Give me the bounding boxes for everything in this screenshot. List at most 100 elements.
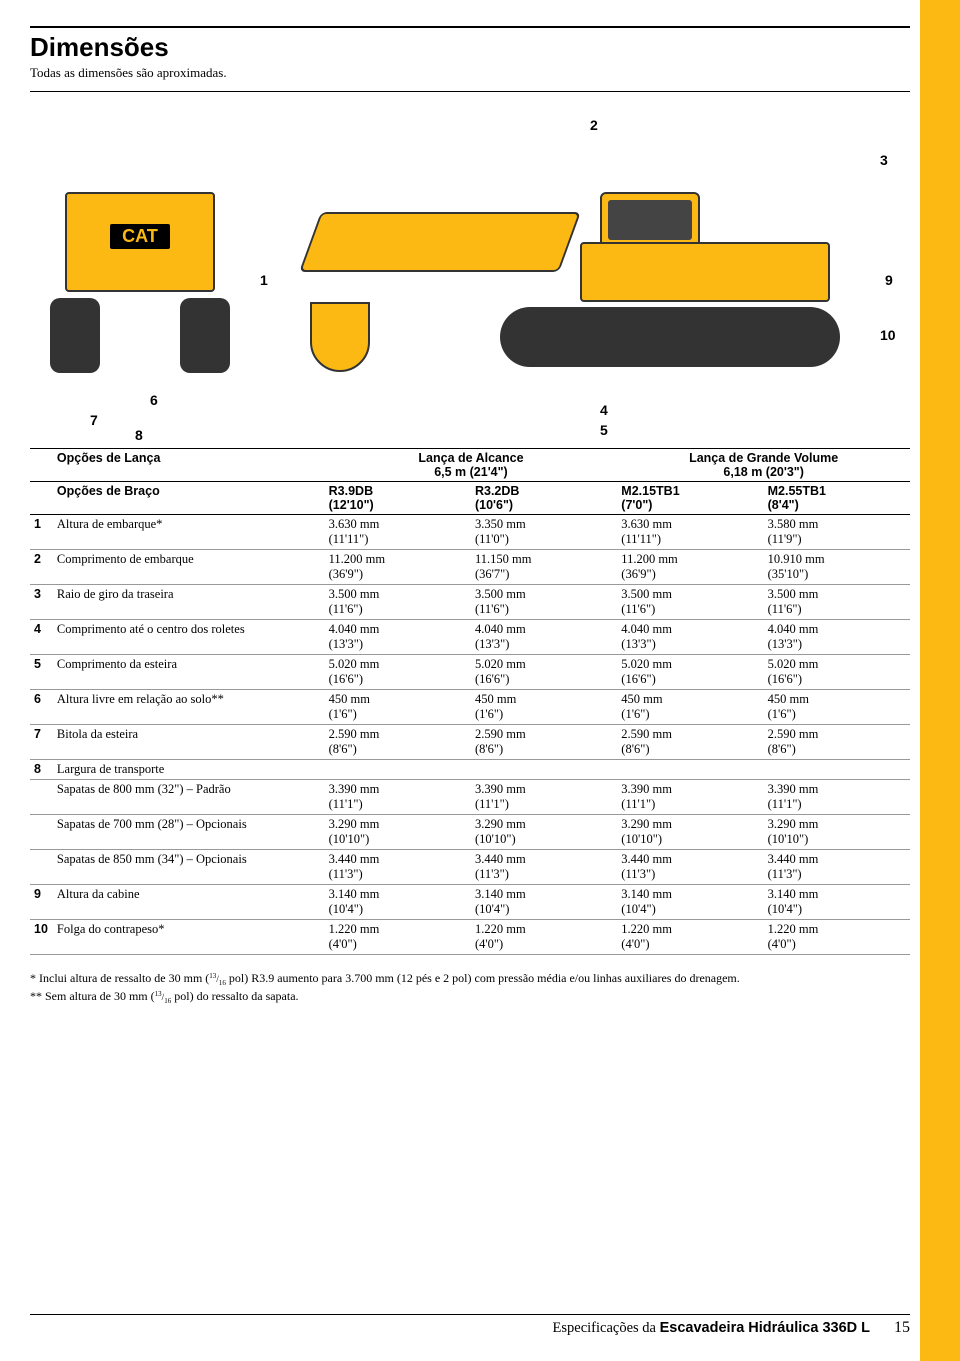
row-value: 5.020 mm(16'6") xyxy=(617,655,763,690)
row-value: 4.040 mm(13'3") xyxy=(471,620,617,655)
stick-col: M2.15TB1(7'0") xyxy=(617,482,763,515)
footnotes: * Inclui altura de ressalto de 30 mm (13… xyxy=(30,969,910,1005)
row-label: Bitola da esteira xyxy=(53,725,325,760)
row-value: 3.500 mm(11'6") xyxy=(617,585,763,620)
table-row: 4Comprimento até o centro dos roletes4.0… xyxy=(30,620,910,655)
row-value: 450 mm(1'6") xyxy=(471,690,617,725)
page-number: 15 xyxy=(894,1319,910,1337)
row-number: 1 xyxy=(30,515,53,550)
dim-label-7: 7 xyxy=(90,412,98,428)
row-number xyxy=(30,780,53,815)
row-value: 2.590 mm(8'6") xyxy=(764,725,910,760)
row-number: 9 xyxy=(30,885,53,920)
row-value: 3.440 mm(11'3") xyxy=(325,850,471,885)
row-number: 7 xyxy=(30,725,53,760)
table-row: 7Bitola da esteira2.590 mm(8'6")2.590 mm… xyxy=(30,725,910,760)
dim-label-9: 9 xyxy=(885,272,893,288)
row-label: Altura livre em relação ao solo** xyxy=(53,690,325,725)
row-label: Largura de transporte xyxy=(53,760,325,780)
track-front-right xyxy=(180,298,230,373)
row-label: Folga do contrapeso* xyxy=(53,920,325,955)
page-title: Dimensões xyxy=(30,32,910,63)
row-value: 4.040 mm(13'3") xyxy=(764,620,910,655)
row-value: 3.290 mm(10'10") xyxy=(617,815,763,850)
row-value: 3.390 mm(11'1") xyxy=(325,780,471,815)
row-value: 11.150 mm(36'7") xyxy=(471,550,617,585)
row-value: 10.910 mm(35'10") xyxy=(764,550,910,585)
footer-title: Especificações da Escavadeira Hidráulica… xyxy=(553,1320,870,1337)
stick-col: R3.9DB(12'10") xyxy=(325,482,471,515)
row-value: 3.500 mm(11'6") xyxy=(764,585,910,620)
boom-group: Lança de Grande Volume6,18 m (20'3") xyxy=(617,449,910,482)
row-label: Comprimento da esteira xyxy=(53,655,325,690)
row-value: 4.040 mm(13'3") xyxy=(325,620,471,655)
cat-logo: CAT xyxy=(110,224,170,249)
row-value: 3.290 mm(10'10") xyxy=(471,815,617,850)
row-value: 11.200 mm(36'9") xyxy=(617,550,763,585)
row-value: 450 mm(1'6") xyxy=(617,690,763,725)
row-label: Comprimento de embarque xyxy=(53,550,325,585)
row-number: 5 xyxy=(30,655,53,690)
dim-label-4: 4 xyxy=(600,402,608,418)
row-value: 2.590 mm(8'6") xyxy=(471,725,617,760)
row-number: 2 xyxy=(30,550,53,585)
dim-label-8: 8 xyxy=(135,427,143,443)
right-accent-stripe xyxy=(920,0,960,1361)
excavator-front-view: CAT xyxy=(50,192,230,382)
dim-label-2: 2 xyxy=(590,117,598,133)
row-value: 3.140 mm(10'4") xyxy=(617,885,763,920)
top-rule xyxy=(30,26,910,28)
footnote-2: ** Sem altura de 30 mm (13/16 pol) do re… xyxy=(30,987,910,1005)
row-number xyxy=(30,850,53,885)
table-row: Sapatas de 850 mm (34") – Opcionais3.440… xyxy=(30,850,910,885)
stick-col: M2.55TB1(8'4") xyxy=(764,482,910,515)
row-value: 3.350 mm(11'0") xyxy=(471,515,617,550)
excavator-track xyxy=(500,307,840,367)
row-value: 5.020 mm(16'6") xyxy=(325,655,471,690)
row-value: 11.200 mm(36'9") xyxy=(325,550,471,585)
row-label: Raio de giro da traseira xyxy=(53,585,325,620)
row-value: 1.220 mm(4'0") xyxy=(325,920,471,955)
row-label: Altura de embarque* xyxy=(53,515,325,550)
row-number: 8 xyxy=(30,760,53,780)
excavator-body xyxy=(580,242,830,302)
boom-options-label: Opções de Lança xyxy=(53,449,325,482)
track-front-left xyxy=(50,298,100,373)
row-label: Sapatas de 850 mm (34") – Opcionais xyxy=(53,850,325,885)
row-label: Sapatas de 700 mm (28") – Opcionais xyxy=(53,815,325,850)
dim-label-10: 10 xyxy=(880,327,896,343)
boom-group: Lança de Alcance6,5 m (21'4") xyxy=(325,449,618,482)
table-row: Sapatas de 800 mm (32") – Padrão3.390 mm… xyxy=(30,780,910,815)
row-number xyxy=(30,815,53,850)
row-value: 3.630 mm(11'11") xyxy=(617,515,763,550)
table-row: Sapatas de 700 mm (28") – Opcionais3.290… xyxy=(30,815,910,850)
row-value: 3.140 mm(10'4") xyxy=(471,885,617,920)
row-value: 5.020 mm(16'6") xyxy=(764,655,910,690)
row-label: Altura da cabine xyxy=(53,885,325,920)
row-value: 3.290 mm(10'10") xyxy=(325,815,471,850)
row-value: 450 mm(1'6") xyxy=(325,690,471,725)
dim-label-3: 3 xyxy=(880,152,888,168)
row-value: 2.590 mm(8'6") xyxy=(325,725,471,760)
table-row: 10Folga do contrapeso*1.220 mm(4'0")1.22… xyxy=(30,920,910,955)
row-value: 3.440 mm(11'3") xyxy=(764,850,910,885)
stick-options-label: Opções de Braço xyxy=(53,482,325,515)
table-row: 2Comprimento de embarque11.200 mm(36'9")… xyxy=(30,550,910,585)
excavator-boom xyxy=(299,212,581,272)
row-number: 10 xyxy=(30,920,53,955)
row-value: 1.220 mm(4'0") xyxy=(471,920,617,955)
excavator-bucket xyxy=(310,302,370,372)
row-value: 3.500 mm(11'6") xyxy=(325,585,471,620)
row-value: 4.040 mm(13'3") xyxy=(617,620,763,655)
excavator-side-view xyxy=(310,142,870,402)
table-row: 8Largura de transporte xyxy=(30,760,910,780)
row-number: 4 xyxy=(30,620,53,655)
subtitle-rule xyxy=(30,91,910,92)
table-row: 3Raio de giro da traseira3.500 mm(11'6")… xyxy=(30,585,910,620)
row-value: 3.390 mm(11'1") xyxy=(764,780,910,815)
row-value: 3.390 mm(11'1") xyxy=(617,780,763,815)
row-value: 450 mm(1'6") xyxy=(764,690,910,725)
page-subtitle: Todas as dimensões são aproximadas. xyxy=(30,65,910,81)
dim-label-1: 1 xyxy=(260,272,268,288)
table-row: 1Altura de embarque* 3.630 mm(11'11")3.35… xyxy=(30,515,910,550)
